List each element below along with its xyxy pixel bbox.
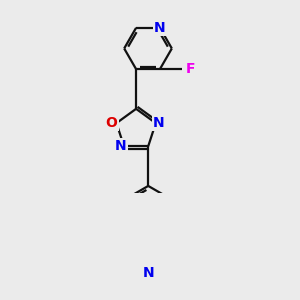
Text: O: O [106,116,118,130]
Text: N: N [115,139,127,153]
Text: N: N [153,116,165,130]
Text: N: N [154,21,166,35]
Text: F: F [186,62,195,76]
Text: N: N [142,266,154,280]
